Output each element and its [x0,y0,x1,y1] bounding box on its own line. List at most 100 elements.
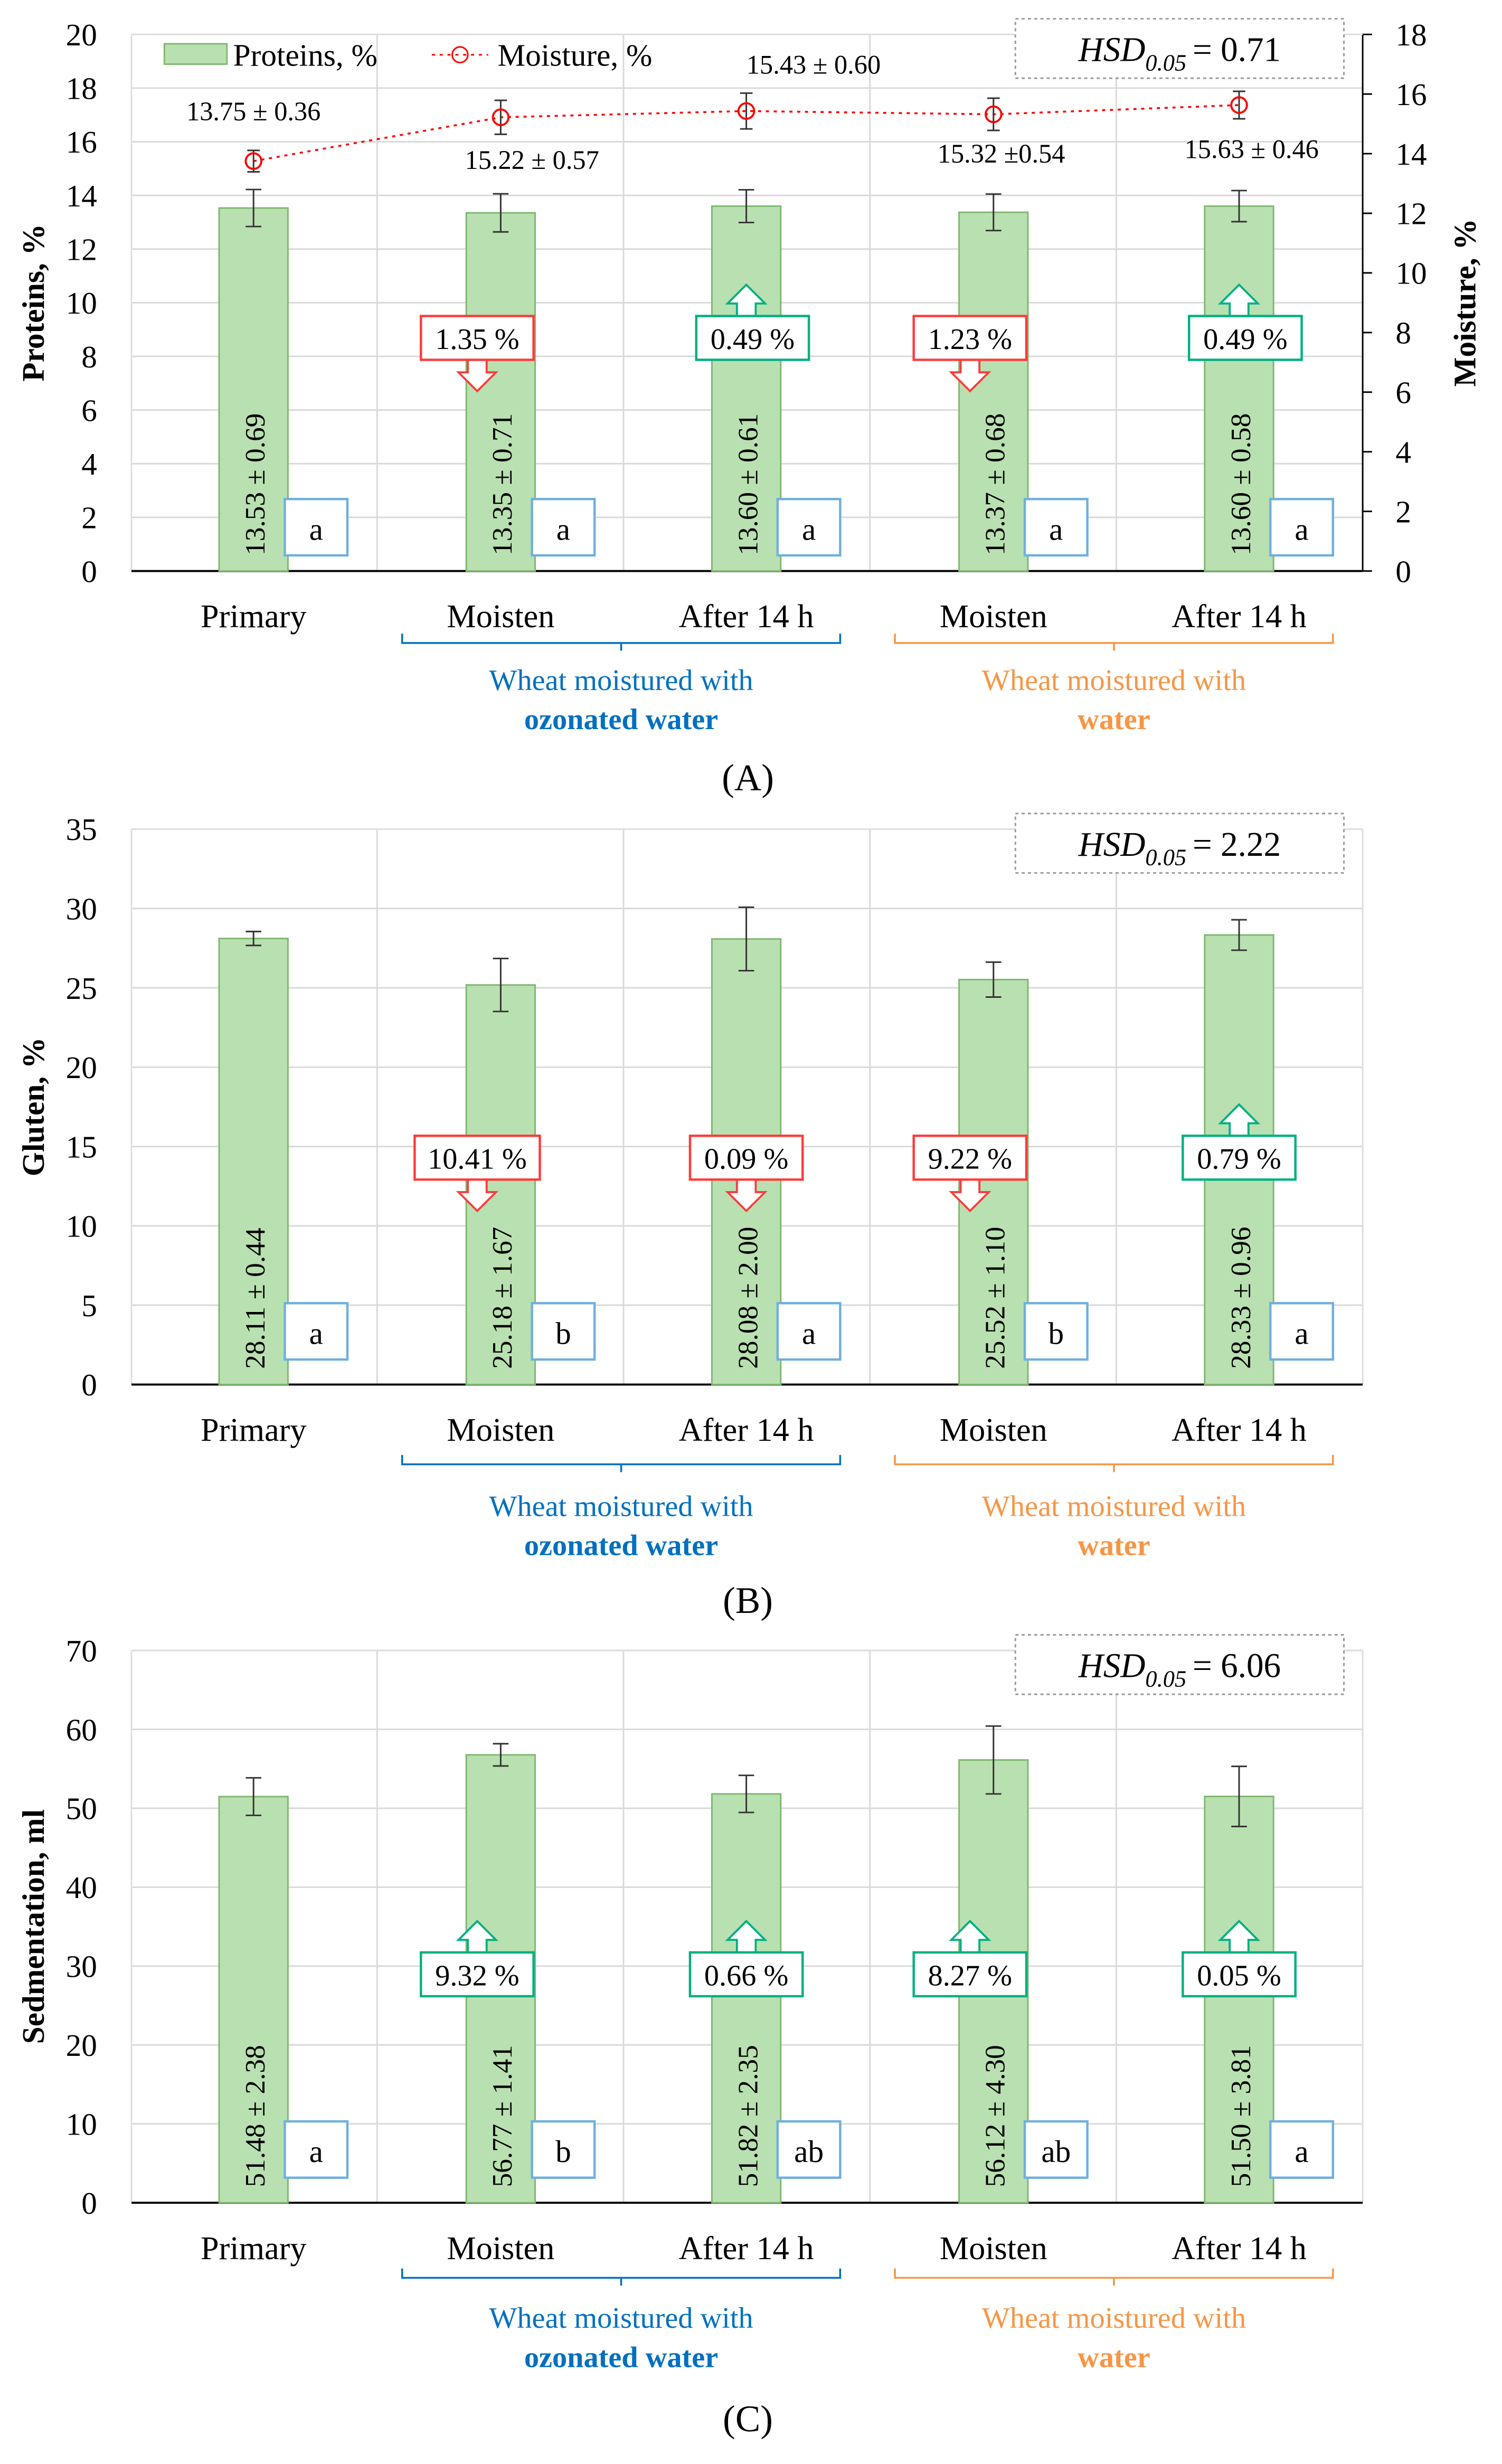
bar-value-label: 28.08 ± 2.00 [732,1227,763,1369]
bar-value-label: 28.33 ± 0.96 [1225,1227,1257,1369]
moisture-point [244,152,262,170]
significance-box [1269,1302,1335,1361]
bar-value-label: 28.11 ± 0.44 [239,1228,271,1369]
significance-box [531,2120,596,2179]
y2-tick-label: 8 [1395,316,1411,351]
arrow-up-icon [725,283,768,316]
y-tick-label: 30 [66,892,97,927]
change-label: 9.22 % [928,1143,1013,1175]
x-tick-label: Primary [201,2231,306,2267]
change-label: 1.35 % [435,323,519,356]
bar-value-label: 13.60 ± 0.58 [1225,413,1257,555]
bar-value-label: 13.53 ± 0.69 [239,413,271,555]
arrow-down-icon [949,1179,991,1213]
hsd-subscript: 0.05 [1145,844,1186,871]
significance-box [284,1302,349,1361]
change-label: 0.05 % [1197,1959,1281,1992]
group-label-line2: ozonated water [524,2341,718,2374]
hsd-subscript: 0.05 [1145,49,1186,75]
y-tick-label: 0 [81,2186,97,2221]
y-tick-label: 2 [81,501,97,535]
arrow-up-icon [1217,1920,1261,1953]
x-tick-label: Moisten [940,2231,1047,2267]
significance-box [284,2120,349,2179]
y-axis-title: Gluten, % [16,1037,51,1176]
significance-letter: b [1048,1316,1064,1351]
group-label-line1: Wheat moistured with [489,1490,753,1523]
significance-letter: a [1295,2134,1308,2169]
hsd-value: = 0.71 [1193,31,1281,69]
hsd-label: HSD [1078,826,1146,864]
y-tick-label: 5 [81,1288,97,1323]
legend-marker-icon [451,46,469,64]
x-tick-label: After 14 h [1172,1412,1307,1448]
significance-box [531,498,596,557]
y-tick-label: 10 [66,1209,97,1244]
significance-box [1023,1302,1089,1361]
bar-value-label: 13.60 ± 0.61 [732,413,763,555]
arrow-up-icon [949,1920,991,1953]
significance-letter: a [802,512,816,546]
change-label: 1.23 % [928,323,1013,356]
significance-box [776,498,842,557]
change-label: 0.49 % [711,323,795,356]
moisture-point [985,105,1003,124]
hsd-value: = 2.22 [1193,826,1281,864]
change-label: 9.32 % [435,1959,519,1992]
bar-value-label: 56.12 ± 4.30 [979,2045,1011,2187]
moisture-value-label: 13.75 ± 0.36 [186,97,320,126]
y-tick-label: 10 [66,2107,97,2141]
change-box [912,1135,1028,1181]
y-tick-label: 40 [66,1870,97,1905]
change-box [413,1135,541,1181]
hsd-frame [1014,813,1345,874]
significance-letter: a [1295,1316,1308,1351]
y2-axis-title: Moisture, % [1447,219,1482,386]
group-label-line1: Wheat moistured with [982,664,1246,697]
y2-tick-label: 2 [1395,494,1411,529]
change-label: 0.66 % [704,1959,789,1992]
y-tick-label: 15 [66,1129,97,1164]
bar-value-label: 25.52 ± 1.10 [979,1227,1011,1369]
significance-box [1269,498,1335,557]
change-box [695,315,810,361]
moisture-value-label: 15.32 ±0.54 [938,139,1065,168]
legend-bar-label: Proteins, % [233,37,377,72]
significance-box [1023,498,1089,557]
hsd-subscript: 0.05 [1145,1665,1186,1692]
y-tick-label: 0 [81,554,97,589]
group-label-line1: Wheat moistured with [489,2302,753,2335]
y-tick-label: 60 [66,1712,97,1747]
y-tick-label: 25 [66,971,97,1006]
change-box [420,315,535,361]
x-tick-label: After 14 h [679,1412,814,1448]
hsd-value: = 6.06 [1193,1647,1281,1685]
significance-letter: b [555,2134,571,2169]
y-tick-label: 70 [66,1634,97,1668]
significance-letter: a [1049,512,1063,546]
bar-value-label: 13.35 ± 0.71 [486,413,518,555]
x-tick-label: Moisten [447,2231,554,2267]
moisture-value-label: 15.63 ± 0.46 [1185,134,1319,164]
significance-letter: a [802,1316,816,1351]
x-tick-label: After 14 h [679,599,814,635]
bar [218,1796,289,2204]
arrow-up-icon [1217,283,1261,316]
y-tick-label: 0 [81,1367,97,1402]
y-tick-label: 20 [66,17,97,52]
y-tick-label: 50 [66,1791,97,1826]
group-label-line1: Wheat moistured with [489,664,753,697]
hsd-text: HSD0.05 = 6.06 [1078,1647,1281,1692]
bar-value-label: 51.82 ± 2.35 [732,2045,763,2187]
y-tick-label: 18 [66,71,97,106]
y2-tick-label: 16 [1395,77,1427,112]
panel-label: (A) [722,757,774,798]
moisture-line [253,104,1240,162]
group-label-line2: ozonated water [524,703,718,736]
y-tick-label: 20 [66,1050,97,1085]
change-label: 0.49 % [1203,323,1287,356]
x-tick-label: Moisten [447,599,554,635]
hsd-text: HSD0.05 = 0.71 [1078,31,1281,76]
y-tick-label: 20 [66,2028,97,2063]
hsd-frame [1014,1634,1345,1695]
